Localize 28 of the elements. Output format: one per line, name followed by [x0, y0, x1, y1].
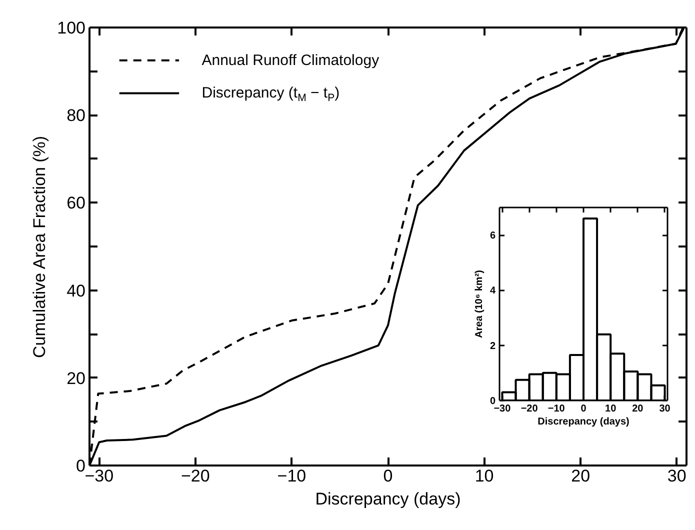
x-axis-title: Discrepancy (days): [538, 416, 630, 428]
y-tick-label: 2: [490, 340, 496, 352]
x-tick-label: 20: [632, 404, 644, 414]
y-axis-title: Area (10⁶ km²): [474, 270, 485, 338]
y-tick-label: 40: [66, 281, 86, 300]
y-axis-title: Cumulative Area Fraction (%): [30, 136, 50, 358]
x-axis-title: Discrepancy (days): [315, 490, 461, 508]
x-tick-label: 30: [659, 404, 671, 414]
x-tick-label: 30: [667, 466, 686, 486]
x-tick-label: −30: [494, 404, 512, 414]
y-tick-label: 100: [57, 18, 86, 38]
legend-label: Annual Runoff Climatology: [202, 52, 380, 69]
x-tick-label: −30: [84, 466, 114, 486]
x-tick-label: −20: [520, 404, 538, 414]
y-tick-label: 60: [66, 194, 86, 213]
y-tick-label: 80: [66, 106, 86, 126]
x-tick-label: 20: [571, 466, 590, 486]
x-tick-label: 0: [383, 466, 393, 486]
y-tick-label: 4: [490, 286, 496, 297]
y-tick-label: 0: [490, 396, 496, 407]
x-tick-label: −10: [277, 466, 306, 486]
x-tick-label: 10: [605, 404, 617, 414]
x-tick-label: −20: [181, 466, 210, 486]
x-tick-label: 0: [580, 404, 587, 414]
y-tick-label: 20: [66, 368, 86, 388]
x-tick-label: 10: [474, 466, 494, 486]
y-tick-label: 6: [490, 230, 496, 242]
x-tick-label: −10: [548, 404, 566, 414]
